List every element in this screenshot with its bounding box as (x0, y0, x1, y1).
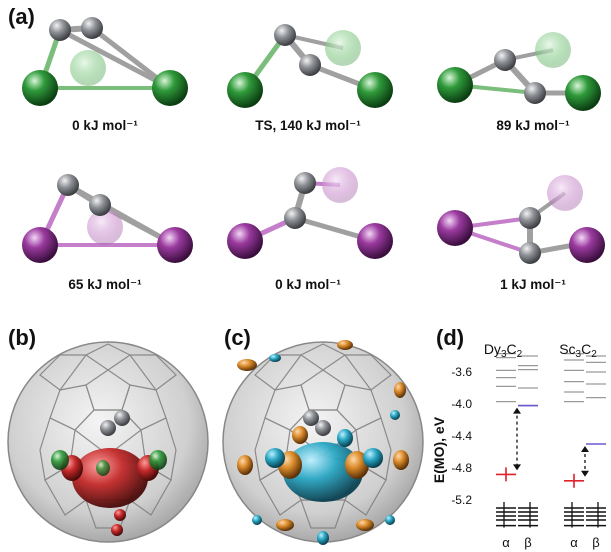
gap-arrow-head-down (513, 464, 521, 471)
cluster-dy-ts (227, 24, 393, 108)
cluster-sc-1 (22, 174, 193, 263)
panel-label-a: (a) (8, 4, 35, 29)
energy-label: 65 kJ mol⁻¹ (68, 277, 142, 292)
y-tick-label: -4.0 (451, 397, 472, 411)
gap-arrow-head-down (581, 470, 589, 477)
spin-label-alpha: α (570, 535, 578, 550)
energy-label: 0 kJ mol⁻¹ (275, 277, 341, 292)
y-tick-label: -4.4 (451, 429, 472, 443)
y-tick-label: -5.2 (451, 493, 472, 507)
y-tick-label: -3.6 (451, 365, 472, 379)
panel-label-d: (d) (436, 325, 465, 350)
energy-label: 89 kJ mol⁻¹ (496, 118, 570, 133)
gap-arrow-head-up (513, 407, 521, 414)
spin-label-beta: β (592, 535, 599, 550)
column-label-dy3c2: Dy3C2 (484, 341, 523, 360)
fullerene-cage-c (222, 340, 424, 545)
panel-label-c: (c) (224, 325, 251, 350)
spin-label-alpha: α (502, 535, 510, 550)
mo-energy-diagram: -3.6 -4.0 -4.4 -4.8 -5.2 E(MO), eV Dy3C2 Sc3… (431, 341, 606, 550)
column-label-sc3c2: Sc3C2 (559, 341, 597, 360)
spin-label-beta: β (524, 535, 531, 550)
y-axis-label: E(MO), eV (431, 416, 447, 483)
energy-label: TS, 140 kJ mol⁻¹ (255, 118, 361, 133)
panel-label-b: (b) (8, 325, 37, 350)
cluster-sc-2 (227, 167, 393, 259)
energy-label: 1 kJ mol⁻¹ (500, 277, 566, 292)
energy-label: 0 kJ mol⁻¹ (72, 118, 138, 133)
gap-arrow-head-up (581, 446, 589, 452)
y-tick-label: -4.8 (451, 461, 472, 475)
fullerene-cage-b (7, 341, 209, 543)
cluster-sc-3 (437, 175, 605, 264)
cluster-dy-1 (22, 17, 188, 106)
cluster-dy-3 (437, 32, 601, 111)
